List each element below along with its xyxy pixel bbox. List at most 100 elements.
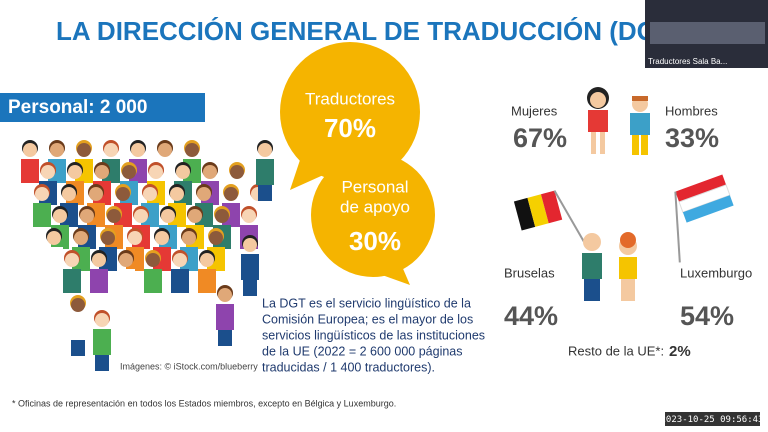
person-head xyxy=(258,143,272,157)
person-head xyxy=(92,253,106,267)
person-head xyxy=(116,187,130,201)
staff-box xyxy=(0,93,205,122)
credit: Imágenes: © iStock.com/blueberry xyxy=(120,361,258,371)
person-head xyxy=(230,165,244,179)
person-head xyxy=(224,187,238,201)
person-body xyxy=(63,269,81,293)
person-head xyxy=(209,231,223,245)
gender-value: 33% xyxy=(665,123,719,153)
person-head xyxy=(101,231,115,245)
slide-title: LA DIRECCIÓN GENERAL DE TRADUCCIÓN (DG xyxy=(56,16,657,46)
person-head xyxy=(200,253,214,267)
man-icon xyxy=(630,96,650,155)
person-head xyxy=(134,209,148,223)
person-head xyxy=(197,187,211,201)
people-with-flags xyxy=(582,232,637,301)
person-head xyxy=(182,231,196,245)
location-value: 54% xyxy=(680,301,734,331)
person-head xyxy=(65,253,79,267)
person-head xyxy=(173,253,187,267)
description-line: La DGT es el servicio lingüístico de la xyxy=(262,296,471,310)
person-head xyxy=(158,143,172,157)
person-head xyxy=(50,143,64,157)
person-head xyxy=(62,187,76,201)
person-body xyxy=(171,269,189,293)
person-head xyxy=(23,143,37,157)
person-body xyxy=(198,269,216,293)
bubble xyxy=(280,42,420,182)
person-head xyxy=(107,209,121,223)
person-head xyxy=(53,209,67,223)
description: La DGT es el servicio lingüístico de la C… xyxy=(262,296,485,374)
person-head xyxy=(119,253,133,267)
video-label: Traductores Sala Ba... xyxy=(648,57,727,66)
person-body xyxy=(93,329,111,355)
description-line: Comisión Europea; es el mayor de los xyxy=(262,312,473,326)
description-line: traducidas / 1 400 traductores). xyxy=(262,360,435,374)
person-head xyxy=(185,143,199,157)
person-head xyxy=(71,298,85,312)
person-body xyxy=(144,269,162,293)
person-head xyxy=(104,143,118,157)
person-head xyxy=(155,231,169,245)
person-legs xyxy=(218,330,232,346)
gender-label: Mujeres xyxy=(511,103,558,118)
woman-icon xyxy=(587,87,609,154)
person-body xyxy=(21,159,39,183)
person-legs xyxy=(95,355,109,371)
person-head xyxy=(188,209,202,223)
person-body xyxy=(241,254,259,280)
person-legs xyxy=(258,185,272,201)
person-head xyxy=(77,143,91,157)
person-body xyxy=(33,203,51,227)
person-head xyxy=(203,165,217,179)
person-head xyxy=(146,253,160,267)
gender-value: 67% xyxy=(513,123,567,153)
staff-label: Personal: 2 000 xyxy=(8,97,147,118)
footnote: * Oficinas de representación en todos lo… xyxy=(12,398,396,408)
bubble-tail xyxy=(290,160,330,190)
person-head xyxy=(89,187,103,201)
location-value: 44% xyxy=(504,301,558,331)
timestamp: 2023-10-25 09:56:43 xyxy=(661,415,764,425)
person-head xyxy=(242,209,256,223)
bubble-label: Traductores xyxy=(305,89,395,108)
timestamp-box xyxy=(665,412,760,426)
description-line: de la UE (2022 = 2 600 000 páginas xyxy=(262,344,463,358)
person-body xyxy=(117,269,135,293)
bubble-value: 70% xyxy=(324,113,376,143)
person-head xyxy=(80,209,94,223)
person-head xyxy=(161,209,175,223)
person-head xyxy=(243,238,257,252)
video-scene xyxy=(650,22,765,44)
bubble-label: de apoyo xyxy=(340,197,410,216)
person-legs xyxy=(243,280,257,296)
person-head xyxy=(128,231,142,245)
person-head xyxy=(35,187,49,201)
person-head xyxy=(215,209,229,223)
person-legs xyxy=(71,340,85,356)
bubble xyxy=(311,153,435,277)
person-body xyxy=(90,269,108,293)
person-head xyxy=(95,313,109,327)
rest-label: Resto de la UE*: xyxy=(568,343,664,358)
person-body xyxy=(256,159,274,185)
crowd-illustration xyxy=(21,140,274,371)
person-head xyxy=(74,231,88,245)
description-line: servicios lingüísticos de las institucio… xyxy=(262,328,485,342)
person-head xyxy=(95,165,109,179)
person-head xyxy=(176,165,190,179)
person-head xyxy=(170,187,184,201)
bubble-value: 30% xyxy=(349,226,401,256)
person-head xyxy=(218,288,232,302)
person-body xyxy=(69,314,87,340)
person-head xyxy=(131,143,145,157)
location-label: Bruselas xyxy=(504,265,555,280)
location-label: Luxemburgo xyxy=(680,265,752,280)
belgium-flag xyxy=(513,190,587,245)
person-body xyxy=(45,247,63,271)
person-body xyxy=(216,304,234,330)
bubble-label: Personal xyxy=(341,177,408,196)
